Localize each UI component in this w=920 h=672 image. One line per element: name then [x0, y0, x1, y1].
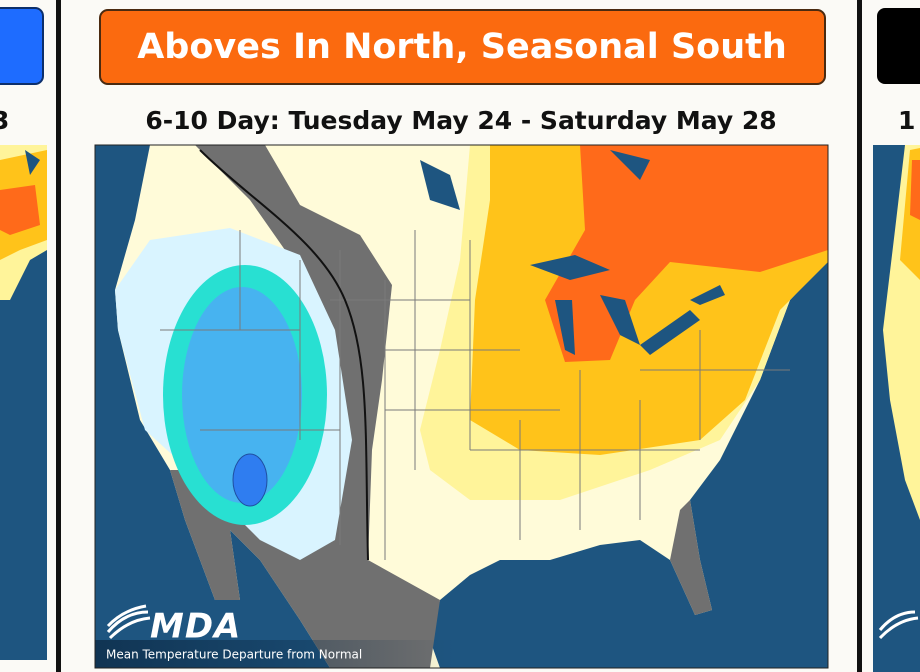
panel-title: Aboves In North, Seasonal South [137, 27, 787, 67]
map-shape [878, 610, 919, 640]
right-subtitle: 1 [898, 106, 915, 135]
map-shape [199, 149, 369, 561]
map-shape [182, 287, 302, 503]
right-panel: 1 [873, 8, 920, 672]
map-shape [910, 160, 920, 220]
map-shape [94, 144, 829, 669]
right-map [873, 145, 920, 672]
map-shape [670, 500, 712, 615]
separator [857, 0, 862, 672]
map-shape [600, 295, 640, 345]
map-shape [115, 145, 828, 668]
map-shape [160, 230, 790, 560]
map-shape [170, 145, 440, 668]
separator [56, 0, 61, 672]
left-map [0, 145, 47, 660]
map-shape [95, 640, 455, 668]
panel-subtitle: 6-10 Day: Tuesday May 24 - Saturday May … [145, 106, 776, 135]
left-subtitle: 3 [0, 106, 9, 135]
right-header[interactable] [877, 8, 920, 84]
map-shape [420, 160, 460, 210]
header-banner[interactable] [99, 9, 826, 85]
left-panel: 3 [0, 0, 61, 672]
map-caption: Mean Temperature Departure from Normal [106, 648, 362, 662]
map-shape [530, 255, 610, 280]
map-shape [640, 310, 700, 355]
map-shape [555, 300, 575, 355]
temperature-map [95, 145, 828, 668]
logo: MDA [150, 607, 241, 647]
center-panel: Aboves In North, Seasonal South 6-10 Day… [94, 0, 862, 672]
map-shape [232, 453, 268, 507]
map-shape [106, 604, 151, 640]
left-header[interactable] [0, 7, 44, 85]
map-shape [25, 150, 40, 175]
map-shape [0, 185, 40, 235]
map-shape [610, 150, 650, 180]
map-shape [690, 285, 725, 305]
